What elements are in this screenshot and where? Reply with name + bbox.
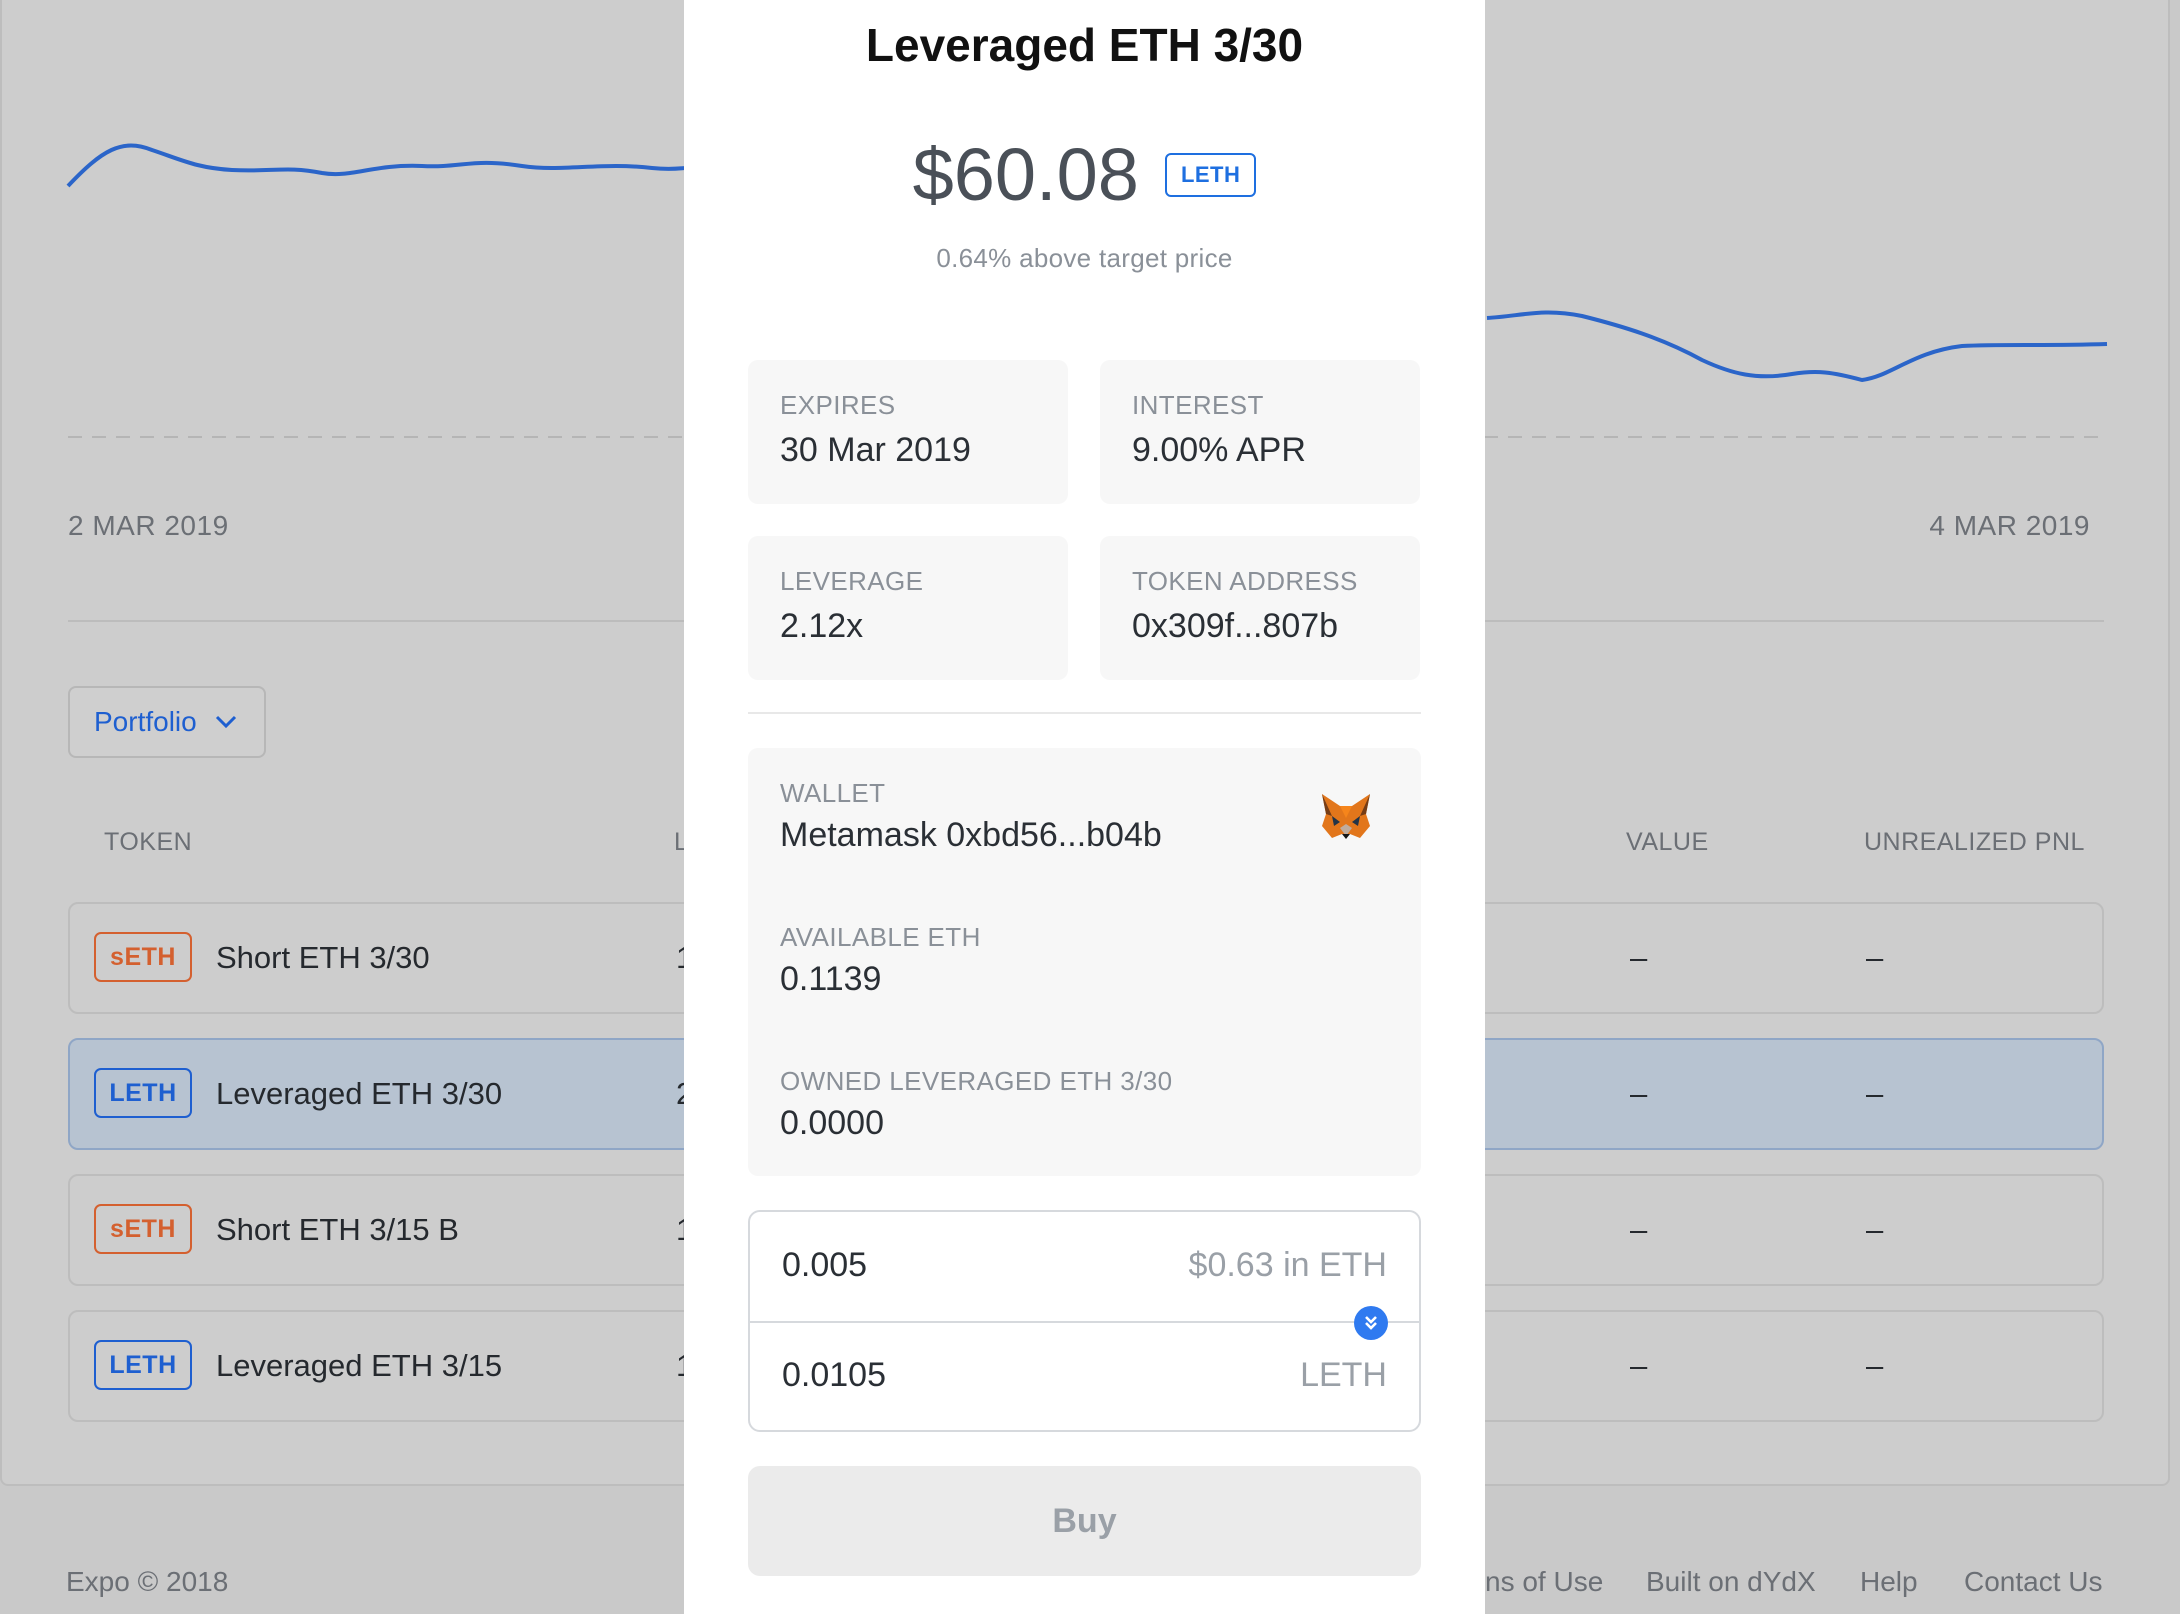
token-badge: LETH	[94, 1068, 192, 1118]
modal-title: Leveraged ETH 3/30	[865, 19, 1304, 71]
buy-button[interactable]: Buy	[748, 1466, 1421, 1576]
price-target-note: 0.64% above target price	[936, 243, 1233, 273]
token-name: Short ETH 3/30	[216, 940, 430, 975]
token-price: $60.08	[912, 133, 1139, 216]
token-value: –	[1630, 1348, 1648, 1383]
token-value: –	[1630, 940, 1648, 975]
available-eth-label: AVAILABLE ETH	[780, 922, 981, 952]
price-row: $60.08 LETH	[684, 132, 1485, 217]
footer-help-link[interactable]: Help	[1860, 1566, 1918, 1597]
owned-token-value: 0.0000	[780, 1104, 884, 1142]
price-line	[66, 143, 687, 188]
chart-start-date: 2 MAR 2019	[68, 510, 229, 541]
token-pnl: –	[1866, 1348, 1884, 1383]
double-chevron-down-icon[interactable]	[1354, 1306, 1388, 1340]
footer-contact-link[interactable]: Contact Us	[1964, 1566, 2103, 1597]
price-line-right	[1486, 310, 2108, 383]
footer-built-on-link[interactable]: Built on dYdX	[1646, 1566, 1816, 1597]
token-address-value[interactable]: 0x309f...807b	[1132, 607, 1339, 645]
leverage-value: 2.12x	[780, 607, 864, 645]
token-badge: sETH	[94, 932, 192, 982]
metamask-fox-icon	[1322, 794, 1370, 839]
token-name: Leveraged ETH 3/15	[216, 1348, 503, 1383]
trade-form: 0.005 $0.63 in ETH 0.0105 LETH	[748, 1210, 1421, 1432]
leth-amount-output[interactable]: 0.0105	[782, 1356, 886, 1394]
portfolio-label: Portfolio	[94, 706, 197, 737]
token-badge: LETH	[94, 1340, 192, 1390]
col-header-token: TOKEN	[104, 828, 193, 856]
wallet-panel: WALLET Metamask 0xbd56...b04b AVAILABLE …	[748, 748, 1421, 1176]
expires-value: 30 Mar 2019	[780, 431, 971, 469]
token-pnl: –	[1866, 1212, 1884, 1247]
token-address-label: TOKEN ADDRESS	[1132, 566, 1358, 596]
owned-token-label: OWNED LEVERAGED ETH 3/30	[780, 1066, 1173, 1096]
interest-value: 9.00% APR	[1132, 431, 1306, 469]
leverage-card: LEVERAGE 2.12x	[748, 536, 1068, 680]
token-name: Short ETH 3/15 B	[216, 1212, 459, 1247]
col-header-value: VALUE	[1626, 828, 1709, 856]
available-eth-value: 0.1139	[780, 960, 882, 998]
wallet-label: WALLET	[780, 778, 886, 808]
footer-copyright: Expo © 2018	[66, 1566, 229, 1597]
chart-end-date: 4 MAR 2019	[1929, 510, 2090, 541]
expires-label: EXPIRES	[780, 390, 896, 420]
token-address-card: TOKEN ADDRESS 0x309f...807b	[1100, 536, 1420, 680]
token-badge: sETH	[94, 1204, 192, 1254]
token-symbol-badge: LETH	[1164, 152, 1257, 197]
leth-unit-label: LETH	[1300, 1356, 1387, 1394]
interest-card: INTEREST 9.00% APR	[1100, 360, 1420, 504]
expires-card: EXPIRES 30 Mar 2019	[748, 360, 1068, 504]
token-value: –	[1630, 1212, 1648, 1247]
eth-usd-equivalent: $0.63 in ETH	[1188, 1246, 1387, 1284]
chevron-down-icon	[215, 715, 236, 729]
token-name: Leveraged ETH 3/30	[216, 1076, 503, 1111]
portfolio-dropdown[interactable]: Portfolio	[68, 686, 266, 758]
buy-token-modal: Leveraged ETH 3/30 $60.08 LETH 0.64% abo…	[684, 0, 1485, 1614]
trade-divider	[750, 1321, 1419, 1323]
token-pnl: –	[1866, 1076, 1884, 1111]
leverage-label: LEVERAGE	[780, 566, 924, 596]
token-value: –	[1630, 1076, 1648, 1111]
col-header-pnl: UNREALIZED PNL	[1864, 828, 2085, 856]
modal-divider	[748, 712, 1421, 714]
interest-label: INTEREST	[1132, 390, 1264, 420]
eth-amount-input[interactable]: 0.005	[782, 1246, 868, 1284]
token-pnl: –	[1866, 940, 1884, 975]
footer-terms-link[interactable]: ns of Use	[1485, 1566, 1604, 1597]
wallet-address: Metamask 0xbd56...b04b	[780, 816, 1162, 854]
